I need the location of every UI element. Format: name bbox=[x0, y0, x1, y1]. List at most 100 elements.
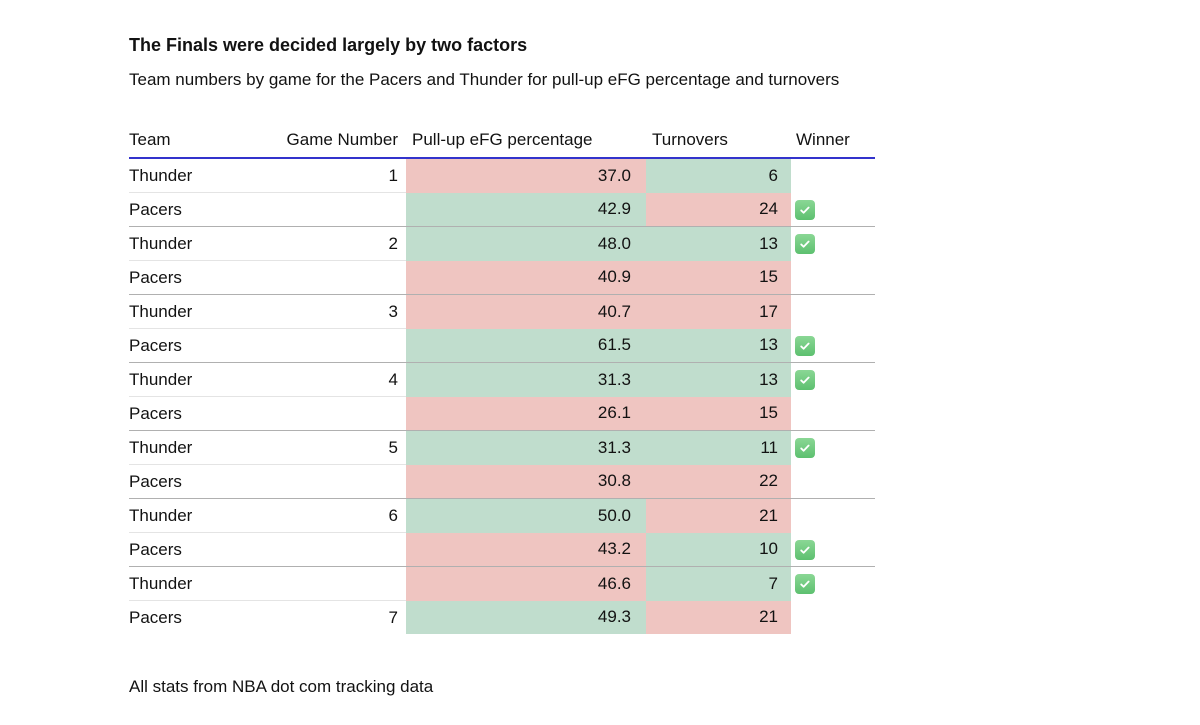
green-checkbox-icon bbox=[795, 234, 815, 254]
turnovers-cell: 15 bbox=[646, 260, 791, 295]
table-row: Pacers 26.1 15 bbox=[129, 396, 875, 431]
turnovers-cell: 24 bbox=[646, 192, 791, 227]
page-subtitle: Team numbers by game for the Pacers and … bbox=[129, 70, 840, 89]
table-row: Thunder 2 48.0 13 bbox=[129, 226, 875, 261]
team-cell: Pacers bbox=[129, 260, 263, 295]
table-row: Pacers 42.9 24 bbox=[129, 192, 875, 227]
winner-cell bbox=[791, 397, 875, 431]
col-header-game-number: Game Number bbox=[263, 130, 406, 159]
game-number-cell bbox=[263, 328, 406, 363]
table-row: Thunder 4 31.3 13 bbox=[129, 362, 875, 397]
col-header-pullup-efg-percentage: Pull-up eFG percentage bbox=[406, 130, 646, 159]
pullup-efg-cell: 30.8 bbox=[406, 464, 646, 499]
page-title: The Finals were decided largely by two f… bbox=[129, 35, 528, 55]
game-number-cell: 4 bbox=[263, 362, 406, 397]
table-row: Pacers 40.9 15 bbox=[129, 260, 875, 295]
green-checkbox-icon bbox=[795, 370, 815, 390]
pullup-efg-cell: 48.0 bbox=[406, 226, 646, 261]
team-cell: Pacers bbox=[129, 328, 263, 363]
team-cell: Thunder bbox=[129, 362, 263, 397]
pullup-efg-cell: 50.0 bbox=[406, 498, 646, 533]
pullup-efg-cell: 31.3 bbox=[406, 430, 646, 465]
winner-cell bbox=[791, 430, 875, 465]
table-row: Pacers 30.8 22 bbox=[129, 464, 875, 499]
team-cell: Thunder bbox=[129, 430, 263, 465]
team-cell: Pacers bbox=[129, 464, 263, 499]
table-body: Thunder 1 37.0 6 Pacers 42.9 24 Thunder … bbox=[129, 158, 875, 634]
winner-cell bbox=[791, 294, 875, 329]
winner-cell bbox=[791, 329, 875, 363]
pullup-efg-cell: 61.5 bbox=[406, 328, 646, 363]
turnovers-cell: 6 bbox=[646, 158, 791, 193]
winner-cell bbox=[791, 566, 875, 601]
col-header-team: Team bbox=[129, 130, 263, 159]
team-cell: Pacers bbox=[129, 532, 263, 567]
pullup-efg-cell: 40.9 bbox=[406, 260, 646, 295]
winner-cell bbox=[791, 498, 875, 533]
turnovers-cell: 21 bbox=[646, 498, 791, 533]
pullup-efg-cell: 43.2 bbox=[406, 532, 646, 567]
game-number-cell bbox=[263, 396, 406, 431]
winner-cell bbox=[791, 601, 875, 635]
table-row: Thunder 3 40.7 17 bbox=[129, 294, 875, 329]
turnovers-cell: 21 bbox=[646, 600, 791, 634]
winner-cell bbox=[791, 465, 875, 499]
green-checkbox-icon bbox=[795, 438, 815, 458]
team-cell: Thunder bbox=[129, 566, 263, 601]
table-row: Thunder 1 37.0 6 bbox=[129, 158, 875, 193]
table-row: Pacers 43.2 10 bbox=[129, 532, 875, 567]
team-cell: Thunder bbox=[129, 226, 263, 261]
game-number-cell bbox=[263, 192, 406, 227]
pullup-efg-cell: 46.6 bbox=[406, 566, 646, 601]
game-number-cell: 7 bbox=[263, 600, 406, 634]
winner-cell bbox=[791, 158, 875, 193]
turnovers-cell: 11 bbox=[646, 430, 791, 465]
winner-cell bbox=[791, 533, 875, 567]
green-checkbox-icon bbox=[795, 574, 815, 594]
pullup-efg-cell: 31.3 bbox=[406, 362, 646, 397]
footnote: All stats from NBA dot com tracking data bbox=[129, 677, 434, 696]
table-row: Pacers 7 49.3 21 bbox=[129, 600, 875, 635]
pullup-efg-cell: 42.9 bbox=[406, 192, 646, 227]
header-row: Team Game Number Pull-up eFG percentage … bbox=[129, 130, 875, 159]
pullup-efg-cell: 49.3 bbox=[406, 600, 646, 634]
pullup-efg-cell: 26.1 bbox=[406, 396, 646, 431]
turnovers-cell: 17 bbox=[646, 294, 791, 329]
team-cell: Pacers bbox=[129, 192, 263, 227]
team-cell: Pacers bbox=[129, 396, 263, 431]
table-row: Thunder 46.6 7 bbox=[129, 566, 875, 601]
game-number-cell bbox=[263, 566, 406, 601]
team-cell: Pacers bbox=[129, 600, 263, 634]
col-header-turnovers: Turnovers bbox=[646, 130, 791, 159]
green-checkbox-icon bbox=[795, 335, 815, 356]
turnovers-cell: 13 bbox=[646, 362, 791, 397]
team-cell: Thunder bbox=[129, 498, 263, 533]
winner-cell bbox=[791, 226, 875, 261]
game-number-cell: 3 bbox=[263, 294, 406, 329]
turnovers-cell: 10 bbox=[646, 532, 791, 567]
pullup-efg-cell: 37.0 bbox=[406, 158, 646, 193]
pullup-efg-cell: 40.7 bbox=[406, 294, 646, 329]
turnovers-cell: 7 bbox=[646, 566, 791, 601]
game-number-cell: 1 bbox=[388, 165, 398, 185]
green-checkbox-icon bbox=[795, 199, 815, 220]
game-number-cell bbox=[263, 260, 406, 295]
col-header-winner: Winner bbox=[791, 130, 875, 159]
team-cell: Thunder bbox=[129, 294, 263, 329]
turnovers-cell: 15 bbox=[646, 396, 791, 431]
game-number-cell: 5 bbox=[263, 430, 406, 465]
table-row: Pacers 61.5 13 bbox=[129, 328, 875, 363]
game-number-cell bbox=[263, 532, 406, 567]
table-row: Thunder 6 50.0 21 bbox=[129, 498, 875, 533]
team-cell: Thunder bbox=[129, 165, 193, 185]
stats-table: Team Game Number Pull-up eFG percentage … bbox=[129, 130, 875, 634]
table-row: Thunder 5 31.3 11 bbox=[129, 430, 875, 465]
winner-cell bbox=[791, 193, 875, 227]
turnovers-cell: 13 bbox=[646, 226, 791, 261]
game-number-cell: 2 bbox=[263, 226, 406, 261]
game-number-cell: 6 bbox=[263, 498, 406, 533]
winner-cell bbox=[791, 261, 875, 295]
turnovers-cell: 22 bbox=[646, 464, 791, 499]
green-checkbox-icon bbox=[795, 539, 815, 560]
